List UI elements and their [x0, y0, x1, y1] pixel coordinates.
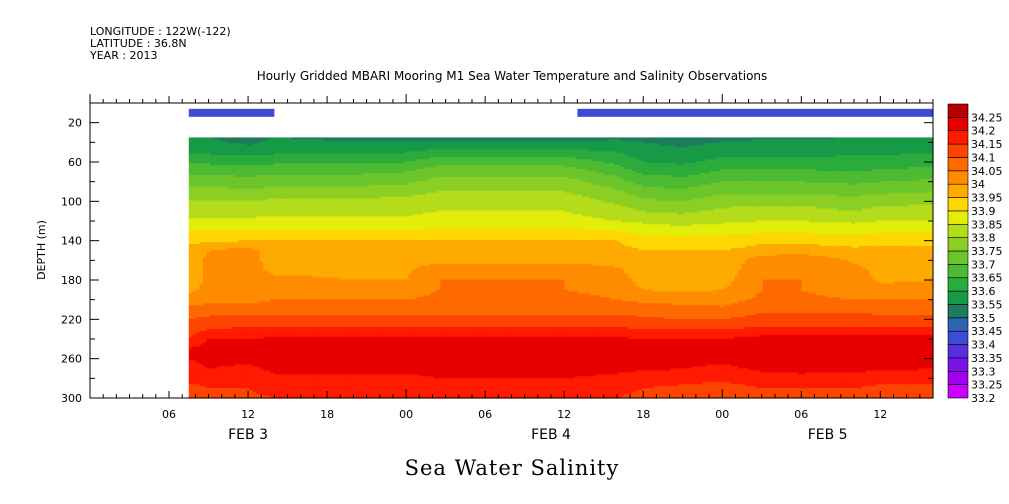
plot-area — [189, 137, 934, 398]
year-label: YEAR : 2013 — [89, 49, 158, 62]
chart-title: Hourly Gridded MBARI Mooring M1 Sea Wate… — [257, 69, 768, 83]
